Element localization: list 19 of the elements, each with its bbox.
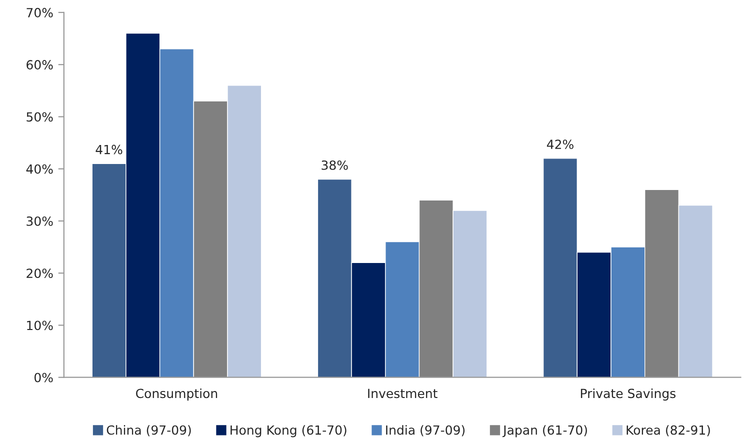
x-tick-label: Private Savings	[580, 388, 676, 401]
y-tick-label: 30%	[26, 216, 53, 226]
y-tick-label: 70%	[26, 8, 53, 18]
y-tick-label: 10%	[27, 320, 53, 330]
legend-label: India (97-09)	[386, 425, 465, 436]
data-label: 38%	[322, 160, 348, 170]
y-tick-label: 60%	[26, 60, 53, 70]
x-tick-label: Investment	[368, 388, 438, 398]
y-tick-label: 40%	[26, 164, 53, 174]
data-label: 41%	[96, 144, 122, 154]
legend-label: Japan (61-70)	[502, 425, 587, 438]
y-tick-label: 0%	[34, 372, 53, 382]
x-tick-label: Consumption	[136, 388, 218, 401]
y-tick-label: 20%	[26, 268, 53, 278]
legend-label: China (97-09)	[106, 425, 191, 436]
legend-label: Hong Kong (61-70)	[230, 425, 346, 438]
legend-label: Korea (82-91)	[626, 425, 710, 436]
y-tick-label: 50%	[26, 112, 53, 122]
data-label: 42%	[546, 140, 574, 150]
